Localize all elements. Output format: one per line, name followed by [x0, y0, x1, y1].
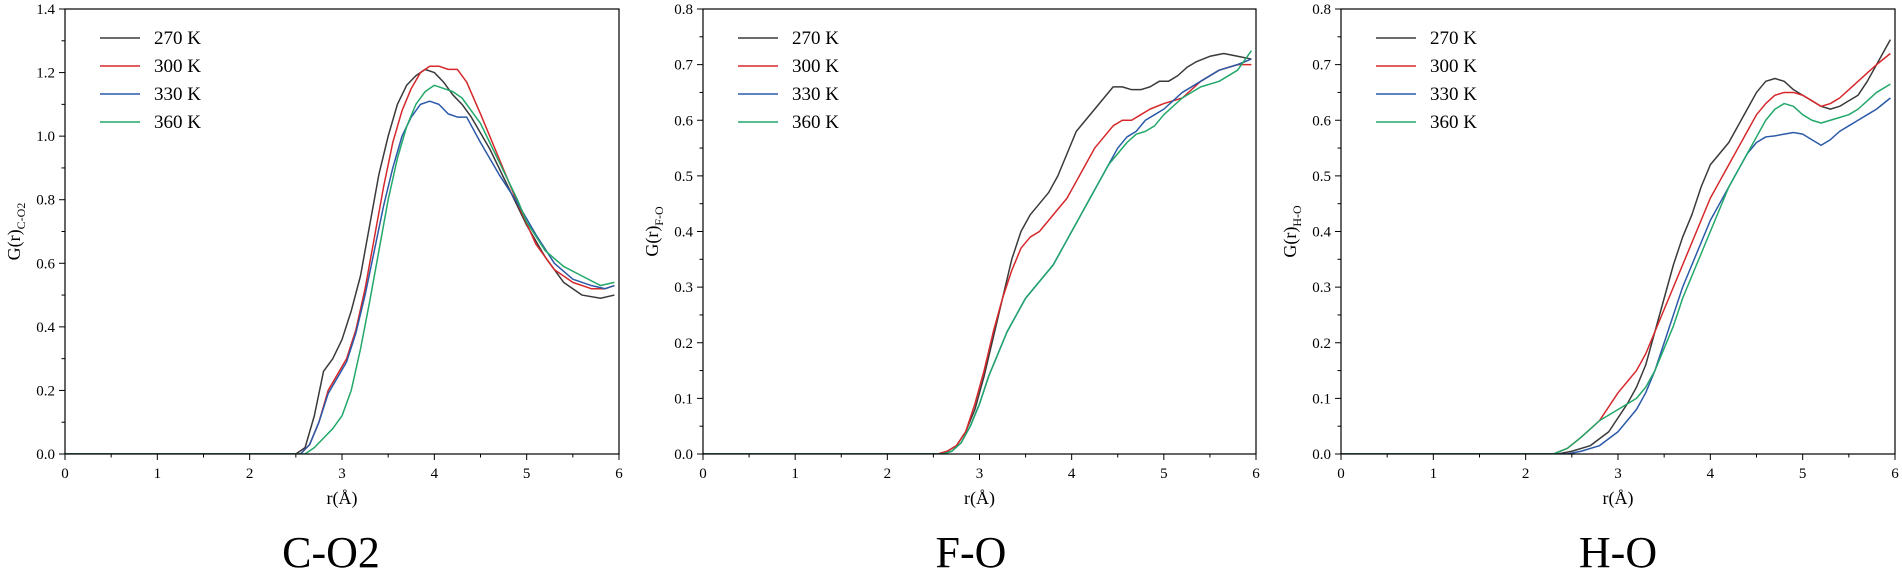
legend-label: 300 K: [792, 56, 839, 77]
x-tick-label: 5: [1160, 466, 1168, 482]
y-tick-label: 0.2: [1312, 336, 1331, 352]
y-axis-label-main: G(r): [4, 229, 25, 260]
x-tick-label: 6: [1891, 466, 1899, 482]
y-tick-label: 1.4: [36, 2, 55, 18]
x-tick-label: 0: [1337, 466, 1345, 482]
x-tick-label: 5: [523, 466, 531, 482]
y-tick-label: 0.6: [674, 113, 693, 129]
y-tick-label: 0.8: [674, 2, 693, 18]
series-line-3: [65, 100, 615, 454]
y-axis-label-subscript: F-O: [652, 206, 666, 226]
legend-label: 270 K: [1430, 28, 1477, 49]
legend-label: 300 K: [154, 56, 201, 77]
x-tick-label: 3: [976, 466, 984, 482]
y-axis-label-main: G(r): [1280, 227, 1301, 258]
y-tick-label: 0.3: [1312, 280, 1331, 296]
y-axis-label: G(r)F-O: [642, 206, 666, 257]
y-tick-label: 0.0: [36, 447, 55, 463]
series-line-4: [1341, 83, 1891, 454]
x-tick-label: 0: [699, 466, 707, 482]
legend-label: 360 K: [154, 112, 201, 133]
series-line-1: [65, 68, 615, 454]
panel-title: F-O: [936, 528, 1007, 577]
legend-label: 330 K: [1430, 84, 1477, 105]
x-tick-label: 6: [615, 466, 623, 482]
y-tick-label: 0.2: [674, 336, 693, 352]
x-tick-label: 1: [154, 466, 162, 482]
chart-panel-3: 0 1 2 3 4 5 6 0.0 0.1 0.2 0.3 0.4 0.5 0.6 0.7 0.8 r(Å) G(…: [1280, 2, 1899, 577]
legend-label: 270 K: [154, 28, 201, 49]
y-tick-label: 0.6: [1312, 113, 1331, 129]
series-line-4: [65, 84, 615, 454]
series-line-4: [703, 50, 1253, 454]
y-tick-label: 0.0: [1312, 447, 1331, 463]
y-tick-label: 0.2: [36, 383, 55, 399]
y-tick-label: 0.4: [674, 225, 693, 241]
legend: 270 K 300 K 330 K 360 K: [1376, 28, 1477, 133]
y-tick-label: 0.7: [674, 58, 693, 74]
y-tick-label: 0.0: [674, 447, 693, 463]
x-tick-label: 5: [1799, 466, 1807, 482]
legend-label: 300 K: [1430, 56, 1477, 77]
legend-label: 360 K: [792, 112, 839, 133]
x-tick-label: 3: [1614, 466, 1622, 482]
y-tick-label: 0.1: [1312, 391, 1331, 407]
plot-frame: [1340, 8, 1896, 455]
chart-panel-1: 0 1 2 3 4 5 60.00.20.40.60.81.01.21.4r(Å)G(r)C…: [4, 2, 623, 577]
y-axis-label: G(r)H-O: [1280, 205, 1304, 258]
y-tick-label: 0.8: [1312, 2, 1331, 18]
x-tick-label: 4: [1068, 466, 1076, 482]
legend-label: 330 K: [154, 84, 201, 105]
y-tick-label: 0.5: [1312, 169, 1331, 185]
y-tick-label: 0.6: [36, 256, 55, 272]
x-axis-label: r(Å): [964, 488, 995, 509]
legend: 270 K 300 K 330 K 360 K: [738, 28, 839, 133]
y-tick-label: 0.4: [36, 320, 55, 336]
x-tick-label: 0: [61, 466, 69, 482]
y-tick-label: 0.4: [1312, 225, 1331, 241]
x-tick-label: 6: [1252, 466, 1260, 482]
x-tick-label: 1: [1430, 466, 1438, 482]
x-axis-label: r(Å): [1603, 488, 1634, 509]
legend-label: 330 K: [792, 84, 839, 105]
y-tick-label: 1.0: [36, 129, 55, 145]
panel-title: C-O2: [282, 528, 380, 577]
y-axis-label: G(r)C-O2: [4, 203, 28, 261]
y-tick-label: 0.5: [674, 169, 693, 185]
y-axis-label-subscript: H-O: [1290, 205, 1304, 227]
x-tick-label: 2: [246, 466, 254, 482]
y-tick-label: 0.1: [674, 391, 693, 407]
x-tick-label: 2: [884, 466, 892, 482]
panel-title: H-O: [1579, 528, 1657, 577]
legend: 270 K 300 K 330 K 360 K: [100, 28, 201, 133]
y-axis-label-main: G(r): [642, 226, 663, 257]
x-tick-label: 2: [1522, 466, 1530, 482]
series-line-1: [703, 52, 1252, 454]
legend-label: 270 K: [792, 28, 839, 49]
chart-panel-2: 0 1 2 3 4 5 6 0.0 0.1 0.2 0.3 0.4 0.5 0.6 0.7 0.8 r(Å) G(…: [642, 2, 1260, 577]
y-tick-label: 1.2: [36, 66, 55, 82]
x-tick-label: 3: [338, 466, 346, 482]
y-tick-label: 0.7: [1312, 58, 1331, 74]
x-tick-label: 4: [431, 466, 439, 482]
y-tick-label: 0.8: [36, 193, 55, 209]
series-line-2: [703, 63, 1252, 454]
x-axis-label: r(Å): [327, 488, 358, 509]
series-line-3: [1341, 97, 1891, 454]
plot-frame: [64, 8, 620, 455]
y-axis-label-subscript: C-O2: [14, 203, 28, 230]
legend-label: 360 K: [1430, 112, 1477, 133]
series-line-2: [65, 65, 615, 454]
series-line-1: [1341, 39, 1892, 454]
series-line-2: [1341, 52, 1891, 454]
x-tick-label: 4: [1707, 466, 1715, 482]
x-tick-label: 1: [791, 466, 799, 482]
y-tick-label: 0.3: [674, 280, 693, 296]
